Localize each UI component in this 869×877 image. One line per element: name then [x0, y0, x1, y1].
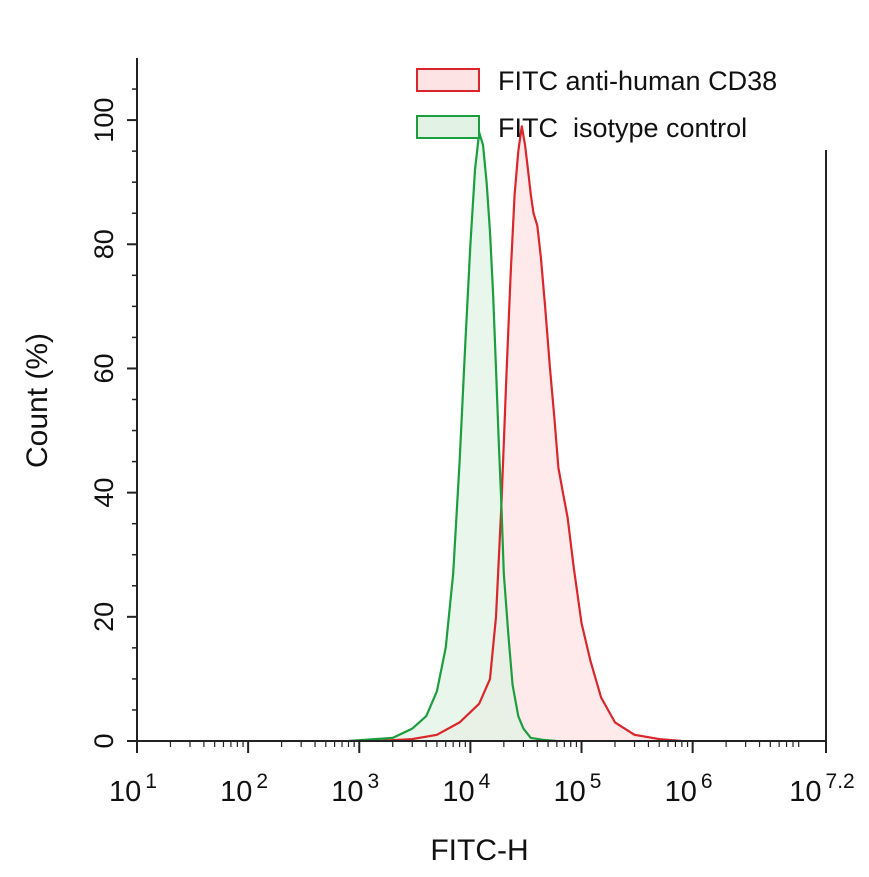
legend-label: FITC anti-human CD38 — [498, 66, 777, 96]
x-tick-exponent: 5 — [590, 770, 602, 793]
x-tick-label: 10 6 — [665, 770, 713, 808]
series-lines — [348, 125, 682, 743]
x-tick-base: 10 — [554, 776, 586, 808]
x-tick-exponent: 4 — [479, 770, 491, 793]
x-tick-label: 10 5 — [554, 770, 602, 808]
x-tick-exponent: 1 — [145, 770, 157, 793]
series-1-line — [348, 131, 557, 743]
series-0-area — [378, 126, 682, 742]
x-tick-base: 10 — [665, 776, 697, 808]
x-tick-label: 10 2 — [220, 770, 268, 808]
x-tick-label: 10 4 — [442, 770, 490, 808]
y-ticks: 0 20 40 60 80 100 — [89, 88, 137, 749]
x-tick-exponent: 6 — [701, 770, 713, 793]
series-fills — [348, 126, 682, 742]
legend-swatch — [416, 68, 480, 92]
legend-label: FITC isotype control — [498, 113, 747, 143]
legend-swatch — [416, 115, 480, 139]
y-tick-label: 20 — [89, 602, 119, 632]
x-tick-base: 10 — [331, 776, 363, 808]
y-axis-title: Count (%) — [21, 333, 54, 468]
y-tick-label: 100 — [89, 98, 119, 143]
x-axis-title: FITC-H — [430, 834, 528, 867]
x-tick-label: 10 1 — [109, 770, 157, 808]
y-tick-label: 60 — [89, 353, 119, 383]
x-tick-base: 10 — [109, 776, 141, 808]
x-tick-base: 10 — [220, 776, 252, 808]
x-tick-exponent: 3 — [368, 770, 380, 793]
x-tick-exponent: 7.2 — [826, 770, 855, 793]
x-tick-label: 10 7.2 — [789, 770, 854, 808]
y-tick-label: 0 — [89, 733, 119, 748]
x-tick-label: 10 3 — [331, 770, 379, 808]
series-0-line — [378, 125, 682, 743]
y-tick-label: 80 — [89, 229, 119, 259]
y-tick-label: 40 — [89, 478, 119, 508]
x-tick-base: 10 — [789, 776, 821, 808]
x-tick-exponent: 2 — [256, 770, 268, 793]
x-ticks: 10 1 10 2 10 3 10 4 10 5 10 6 10 7.2 — [109, 741, 855, 808]
x-tick-base: 10 — [442, 776, 474, 808]
legend: FITC anti-human CD38 FITC isotype control — [416, 66, 777, 143]
